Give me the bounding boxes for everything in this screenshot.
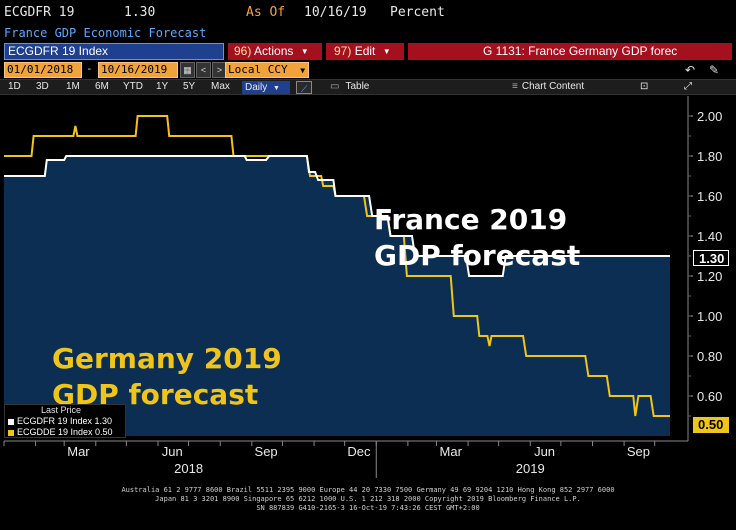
period-5y-button[interactable]: 5Y xyxy=(183,81,196,92)
ticker-bar: ECGDFR 19 1.30 As Of 10/16/19 Percent xyxy=(0,0,736,26)
y-axis-layer: 2.00 1.80 1.60 1.40 1.20 1.00 0.80 0.60 xyxy=(688,109,722,417)
start-date-field[interactable]: 01/01/2018 xyxy=(4,62,82,78)
zoom-icon[interactable]: ⊡ xyxy=(640,81,649,92)
year-label: 2018 xyxy=(174,461,203,476)
caret-down-icon: ▼ xyxy=(300,47,309,56)
wrench-icon[interactable]: ✎ xyxy=(708,63,720,77)
caret-down-icon: ▼ xyxy=(382,47,391,56)
x-tick-label: Dec xyxy=(347,444,371,459)
subtitle-bar: France GDP Economic Forecast xyxy=(0,26,736,43)
security-description: France GDP Economic Forecast xyxy=(4,26,207,40)
x-axis-layer: Mar Jun Sep Dec Mar Jun Sep 2018 2019 xyxy=(3,441,656,478)
axes-layer xyxy=(4,96,689,442)
as-of-label: As Of xyxy=(246,5,286,20)
calendar-icon[interactable]: ▦ xyxy=(180,62,195,78)
caret-down-icon: ▼ xyxy=(273,85,280,92)
footer-phone-line-1: Australia 61 2 9777 8600 Brazil 5511 239… xyxy=(121,486,615,494)
chart-content-button[interactable]: ≡ Chart Content xyxy=(512,80,584,94)
legend: Last Price ECGDFR 19 Index 1.30 ECGDDE 1… xyxy=(4,404,126,438)
period-max-button[interactable]: Max xyxy=(211,81,230,92)
y-tick-label: 1.20 xyxy=(697,269,722,284)
series-layer xyxy=(4,115,670,417)
line-chart-icon[interactable]: ⟋ xyxy=(296,81,312,94)
caret-down-icon: ▼ xyxy=(300,66,306,75)
legend-swatch xyxy=(8,429,14,436)
y-tick-label: 0.60 xyxy=(697,389,722,404)
legend-label: ECGDDE 19 Index 0.50 xyxy=(17,427,113,437)
period-ytd-button[interactable]: YTD xyxy=(123,81,143,92)
y-tick-label: 1.60 xyxy=(697,189,722,204)
x-tick-label: Mar xyxy=(440,444,463,459)
legend-swatch xyxy=(8,418,14,425)
actions-menu-number: 96) xyxy=(234,44,252,58)
germany-last-price-tag: 0.50 xyxy=(693,417,729,433)
date-range-bar: 01/01/2018 - 10/16/2019 ▦ < > Local CCY … xyxy=(4,62,732,78)
y-tick-label: 2.00 xyxy=(697,109,722,124)
period-6m-button[interactable]: 6M xyxy=(95,81,109,92)
x-tick-label: Mar xyxy=(67,444,90,459)
period-1m-button[interactable]: 1M xyxy=(66,81,80,92)
edit-menu-number: 97) xyxy=(334,44,352,58)
year-label: 2019 xyxy=(516,461,545,476)
x-tick-label: Jun xyxy=(534,444,555,459)
gdp-forecast-chart: Mar Jun Sep Dec Mar Jun Sep 2018 2019 2.00 1.80 1.… xyxy=(3,96,722,478)
period-toolbar: 1D 3D 1M 6M YTD 1Y 5Y Max Daily ▼ ⟋ ▭ Tab… xyxy=(0,79,736,95)
chart-area: Mar Jun Sep Dec Mar Jun Sep 2018 2019 2.00 1.80 1.… xyxy=(0,96,736,530)
undo-icon[interactable]: ↶ xyxy=(684,63,696,77)
y-tick-label: 1.40 xyxy=(697,229,722,244)
x-tick-label: Jun xyxy=(162,444,183,459)
legend-title: Last Price xyxy=(41,405,82,415)
end-date-field[interactable]: 10/16/2019 xyxy=(98,62,178,78)
france-last-price-tag: 1.30 xyxy=(693,250,729,266)
legend-item-germany: ECGDDE 19 Index 0.50 xyxy=(8,427,113,437)
as-of-date: 10/16/19 xyxy=(304,5,367,20)
chevron-left-icon[interactable]: < xyxy=(196,62,211,78)
toolbar: ECGDFR 19 Index 96) Actions ▼ 97) Edit ▼… xyxy=(4,43,732,60)
frequency-value: Daily xyxy=(245,82,268,93)
edit-menu[interactable]: 97) Edit ▼ xyxy=(326,43,404,60)
date-separator: - xyxy=(84,62,98,78)
y-tick-label: 0.80 xyxy=(697,349,722,364)
chart-content-label: Chart Content xyxy=(521,81,585,92)
area-fill-layer xyxy=(4,156,670,436)
actions-menu-label: Actions xyxy=(254,44,294,58)
security-input[interactable]: ECGDFR 19 Index xyxy=(4,43,224,60)
period-1d-button[interactable]: 1D xyxy=(8,81,21,92)
currency-select[interactable]: Local CCY ▼ xyxy=(225,62,309,78)
unit-label: Percent xyxy=(390,5,445,20)
period-1y-button[interactable]: 1Y xyxy=(156,81,169,92)
page-title: G 1131: France Germany GDP forec xyxy=(408,43,732,60)
maximize-icon[interactable]: ⤢ xyxy=(684,81,692,92)
ticker-value: 1.30 xyxy=(124,5,156,20)
x-tick-label: Sep xyxy=(255,444,278,459)
y-tick-label: 1.00 xyxy=(697,309,722,324)
france-annotation-line-1: France 2019 xyxy=(374,203,567,236)
table-icon: ▭ xyxy=(330,81,340,92)
edit-menu-label: Edit xyxy=(354,44,376,58)
footer-phone-line-2: Japan 81 3 3201 8900 Singapore 65 6212 1… xyxy=(155,495,581,503)
frequency-select[interactable]: Daily ▼ xyxy=(242,81,290,94)
table-label: Table xyxy=(345,81,370,92)
actions-menu[interactable]: 96) Actions ▼ xyxy=(228,43,322,60)
germany-annotation-line-1: Germany 2019 xyxy=(52,342,282,375)
legend-label: ECGDFR 19 Index 1.30 xyxy=(17,416,113,426)
period-3d-button[interactable]: 3D xyxy=(36,81,49,92)
france-annotation-line-2: GDP forecast xyxy=(374,239,580,272)
x-tick-label: Sep xyxy=(627,444,650,459)
table-button[interactable]: ▭ Table xyxy=(330,80,369,94)
currency-select-value: Local CCY xyxy=(228,63,288,76)
annotation-layer: France 2019 GDP forecast Germany 2019 GD… xyxy=(52,203,580,411)
list-icon: ≡ xyxy=(512,81,518,92)
france-series-line xyxy=(4,155,670,277)
footer: Australia 61 2 9777 8600 Brazil 5511 239… xyxy=(0,486,736,516)
ticker-symbol: ECGDFR 19 xyxy=(4,5,75,20)
footer-session-line: SN 887839 G410-2165-3 16-Oct-19 7:43:26 … xyxy=(256,504,480,512)
legend-item-france: ECGDFR 19 Index 1.30 xyxy=(8,416,112,426)
y-tick-label: 1.80 xyxy=(697,149,722,164)
france-area-fill xyxy=(4,156,670,436)
